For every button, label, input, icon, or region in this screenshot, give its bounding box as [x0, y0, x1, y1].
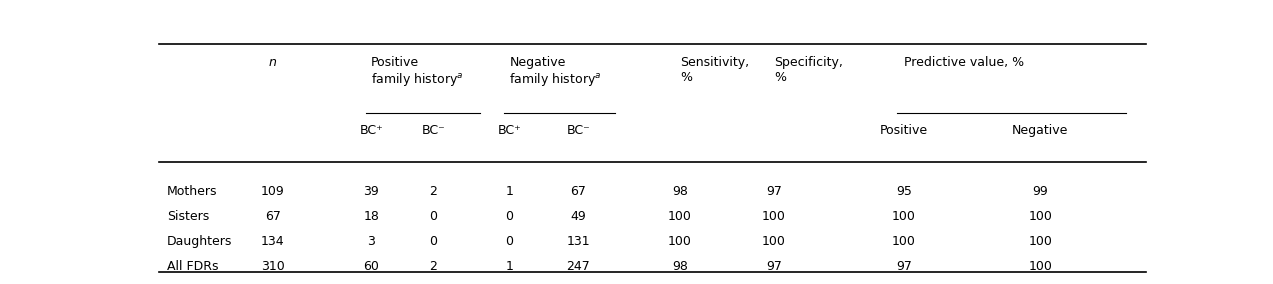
Text: 0: 0	[505, 235, 513, 248]
Text: 100: 100	[761, 210, 785, 223]
Text: 100: 100	[668, 210, 693, 223]
Text: 60: 60	[363, 260, 379, 273]
Text: Sisters: Sisters	[167, 210, 209, 223]
Text: Mothers: Mothers	[167, 185, 218, 198]
Text: 97: 97	[896, 260, 911, 273]
Text: 95: 95	[896, 185, 911, 198]
Text: 0: 0	[505, 210, 513, 223]
Text: 310: 310	[261, 260, 284, 273]
Text: 97: 97	[766, 185, 782, 198]
Text: 100: 100	[892, 210, 917, 223]
Text: Positive
family history$^a$: Positive family history$^a$	[372, 56, 463, 88]
Text: 100: 100	[1029, 210, 1051, 223]
Text: 67: 67	[570, 185, 587, 198]
Text: 97: 97	[766, 260, 782, 273]
Text: Sensitivity,
%: Sensitivity, %	[680, 56, 750, 84]
Text: 100: 100	[761, 235, 785, 248]
Text: 99: 99	[1032, 185, 1048, 198]
Text: BC⁻: BC⁻	[421, 124, 446, 137]
Text: BC⁺: BC⁺	[359, 124, 383, 137]
Text: 3: 3	[368, 235, 376, 248]
Text: 49: 49	[570, 210, 587, 223]
Text: 18: 18	[363, 210, 379, 223]
Text: 131: 131	[566, 235, 591, 248]
Text: 98: 98	[672, 185, 687, 198]
Text: n: n	[269, 56, 276, 69]
Text: 100: 100	[892, 235, 917, 248]
Text: Negative
family history$^a$: Negative family history$^a$	[509, 56, 602, 88]
Text: 0: 0	[429, 235, 438, 248]
Text: 1: 1	[505, 185, 513, 198]
Text: Specificity,
%: Specificity, %	[774, 56, 843, 84]
Text: All FDRs: All FDRs	[167, 260, 219, 273]
Text: 67: 67	[265, 210, 280, 223]
Text: 98: 98	[672, 260, 687, 273]
Text: 100: 100	[1029, 235, 1051, 248]
Text: 247: 247	[566, 260, 591, 273]
Text: Negative: Negative	[1012, 124, 1068, 137]
Text: 39: 39	[363, 185, 379, 198]
Text: 100: 100	[1029, 260, 1051, 273]
Text: BC⁻: BC⁻	[566, 124, 591, 137]
Text: 0: 0	[429, 210, 438, 223]
Text: Positive: Positive	[880, 124, 928, 137]
Text: Daughters: Daughters	[167, 235, 233, 248]
Text: 1: 1	[505, 260, 513, 273]
Text: Predictive value, %: Predictive value, %	[904, 56, 1023, 69]
Text: 100: 100	[668, 235, 693, 248]
Text: BC⁺: BC⁺	[498, 124, 521, 137]
Text: 134: 134	[261, 235, 284, 248]
Text: 2: 2	[429, 260, 438, 273]
Text: 2: 2	[429, 185, 438, 198]
Text: 109: 109	[261, 185, 284, 198]
